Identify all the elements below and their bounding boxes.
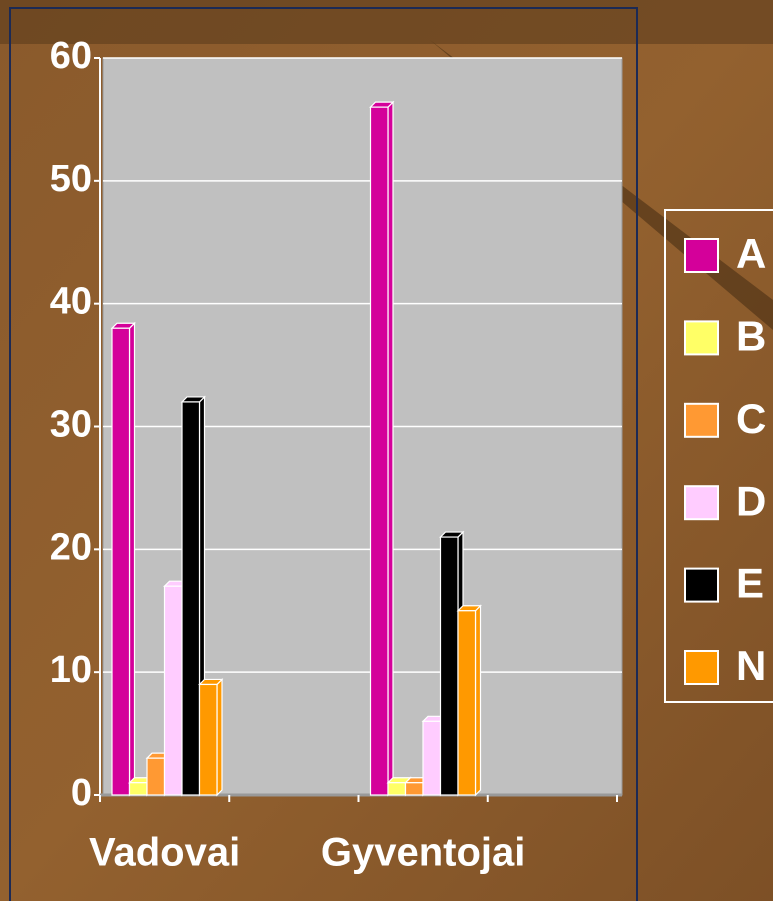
x-tick-label: Gyventojai <box>321 831 526 875</box>
legend-label: A <box>736 230 766 277</box>
bar <box>163 585 183 796</box>
legend-swatch <box>684 567 719 603</box>
bar <box>457 610 477 796</box>
y-tick-label: 30 <box>50 404 92 446</box>
bar <box>146 757 166 796</box>
y-tick-label: 20 <box>50 526 92 568</box>
bar-side <box>474 604 482 797</box>
y-tick-label: 40 <box>50 281 92 323</box>
bar <box>422 720 442 796</box>
bar-side <box>128 321 136 797</box>
bar-side <box>387 100 394 797</box>
bar <box>439 536 459 796</box>
legend-swatch <box>684 650 719 685</box>
bar <box>369 106 389 796</box>
x-tick-label: Vadovai <box>89 831 240 875</box>
y-tick-label: 0 <box>71 772 92 814</box>
bar <box>404 782 424 796</box>
frame <box>9 7 638 901</box>
legend-swatch <box>684 485 719 521</box>
bar <box>387 782 407 796</box>
legend-swatch <box>684 238 719 273</box>
legend-swatch <box>684 402 719 438</box>
legend-label: E <box>736 560 764 607</box>
legend-label: N <box>736 642 766 689</box>
top-band <box>0 0 773 44</box>
legend-label: B <box>736 312 766 359</box>
bar <box>111 327 131 796</box>
legend-swatch <box>684 320 719 356</box>
y-tick-label: 10 <box>50 649 92 691</box>
bar <box>198 683 218 796</box>
bar <box>128 782 148 796</box>
bar <box>181 401 201 796</box>
legend-label: C <box>736 395 766 442</box>
y-tick-label: 50 <box>50 158 92 200</box>
bar-side <box>216 678 223 797</box>
legend-label: D <box>736 477 766 524</box>
y-tick-label: 60 <box>50 35 92 77</box>
legend <box>664 209 773 703</box>
